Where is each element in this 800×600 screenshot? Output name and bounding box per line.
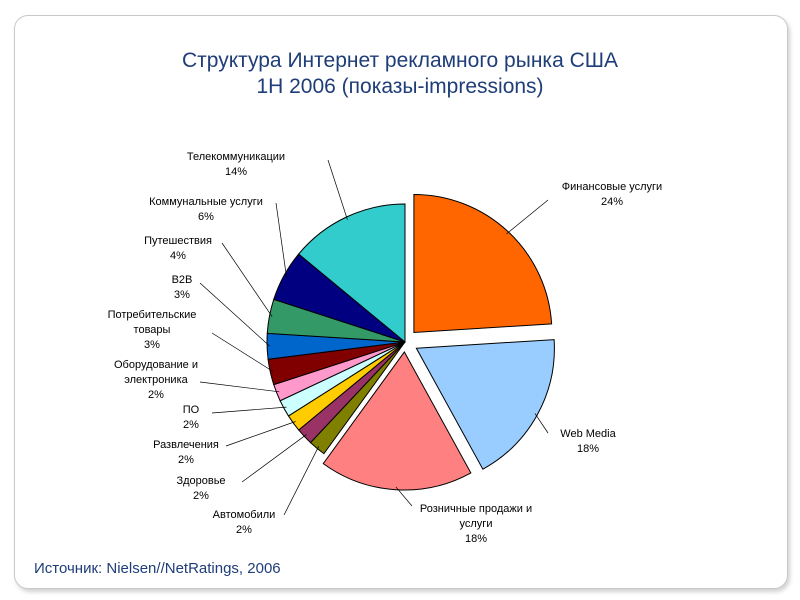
- slice-label-13: Телекоммуникации 14%: [187, 151, 285, 178]
- leader-line-11: [221, 242, 273, 317]
- slice-label-10: B2B 3%: [172, 274, 193, 301]
- chart-subtitle: 1Н 2006 (показы-impressions): [256, 75, 544, 98]
- source-note: Источник: Nielsen//NetRatings, 2006: [34, 560, 281, 577]
- leader-line-2: [534, 413, 549, 434]
- slice-label-5: Здоровье 2%: [176, 475, 225, 502]
- pie-slice-1: [413, 194, 553, 334]
- slice-label-8: Оборудование и электроника 2%: [114, 359, 198, 401]
- chart-title: Структура Интернет рекламного рынка США: [181, 49, 619, 72]
- slice-label-12: Коммунальные услуги 6%: [149, 196, 263, 223]
- pie-slice-2: [415, 339, 555, 470]
- leader-line-1: [506, 199, 549, 235]
- leader-line-13: [327, 159, 348, 220]
- leader-line-6: [225, 421, 296, 447]
- pie-slice-3: [322, 351, 472, 491]
- slice-label-9: Потребительские товары 3%: [108, 309, 197, 351]
- slice-label-2: Web Media 18%: [560, 428, 616, 455]
- leader-line-4: [283, 446, 320, 516]
- slice-label-7: ПО 2%: [183, 404, 200, 431]
- leader-line-8: [199, 381, 280, 393]
- leader-line-9: [211, 332, 274, 372]
- slice-label-11: Путешествия 4%: [144, 235, 212, 262]
- leader-line-12: [275, 202, 287, 277]
- slice-label-1: Финансовые услуги 24%: [562, 181, 662, 208]
- slice-label-3: Розничные продажи и услуги 18%: [420, 503, 532, 545]
- leader-line-3: [395, 486, 413, 507]
- leader-line-7: [211, 406, 287, 414]
- slice-label-4: Автомобили 2%: [213, 509, 276, 536]
- leader-line-10: [199, 282, 271, 347]
- chart-title-block: Структура Интернет рекламного рынка США …: [0, 48, 800, 100]
- leader-line-5: [241, 434, 307, 483]
- slice-label-6: Развлечения 2%: [153, 439, 219, 466]
